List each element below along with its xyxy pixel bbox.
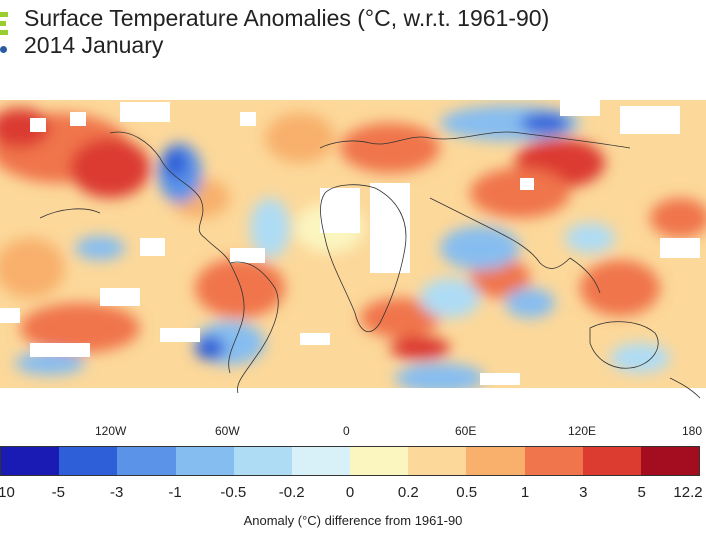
colorbar-tick-label: 3	[579, 484, 588, 501]
colorbar-tick-label: 1	[520, 484, 530, 501]
colorbar-tick-label: 0.2	[397, 484, 419, 501]
lon-label-0: 0	[343, 424, 350, 438]
colorbar-tick-label: -0.2	[278, 484, 305, 501]
colorbar-tick-label: 5	[637, 484, 646, 501]
colorbar-caption: Anomaly (°C) difference from 1961-90	[243, 513, 463, 528]
map-title: Surface Temperature Anomalies (°C, w.r.t…	[24, 5, 550, 31]
colorbar-tick-label: -3	[109, 484, 124, 501]
colorbar-tick-label: -5	[51, 484, 65, 501]
colorbar	[0, 446, 700, 476]
colorbar-swatch	[582, 447, 641, 475]
colorbar-tick-label: 0	[345, 484, 355, 501]
colorbar-tick-label: -10	[0, 484, 15, 501]
colorbar-swatch	[524, 447, 583, 475]
map-subtitle: 2014 January	[24, 32, 164, 58]
colorbar-swatch	[233, 447, 292, 475]
anomaly-map	[0, 88, 706, 418]
colorbar-swatch	[350, 447, 409, 475]
colorbar-swatch	[640, 447, 700, 475]
lon-label-180: 180	[682, 424, 703, 438]
colorbar-swatch	[291, 447, 351, 475]
anomaly-map-svg	[0, 88, 706, 418]
colorbar-tick-label: -1	[168, 484, 182, 501]
lon-label-60e: 60E	[455, 424, 477, 438]
colorbar-swatch	[59, 447, 118, 475]
colorbar-swatch	[1, 447, 60, 475]
lon-label-120e: 120E	[568, 424, 597, 438]
colorbar-swatch	[466, 447, 525, 475]
colorbar-swatch	[117, 447, 176, 475]
lon-label-120w: 120W	[95, 424, 127, 438]
logo	[0, 8, 14, 54]
colorbar-tick-label: 12.2	[673, 484, 703, 501]
colorbar-tick-label: -0.5	[220, 484, 247, 501]
lon-label-60w: 60W	[215, 424, 240, 438]
colorbar-tick-label: 0.5	[456, 484, 478, 501]
colorbar-swatch	[408, 447, 467, 475]
colorbar-swatch	[175, 447, 234, 475]
